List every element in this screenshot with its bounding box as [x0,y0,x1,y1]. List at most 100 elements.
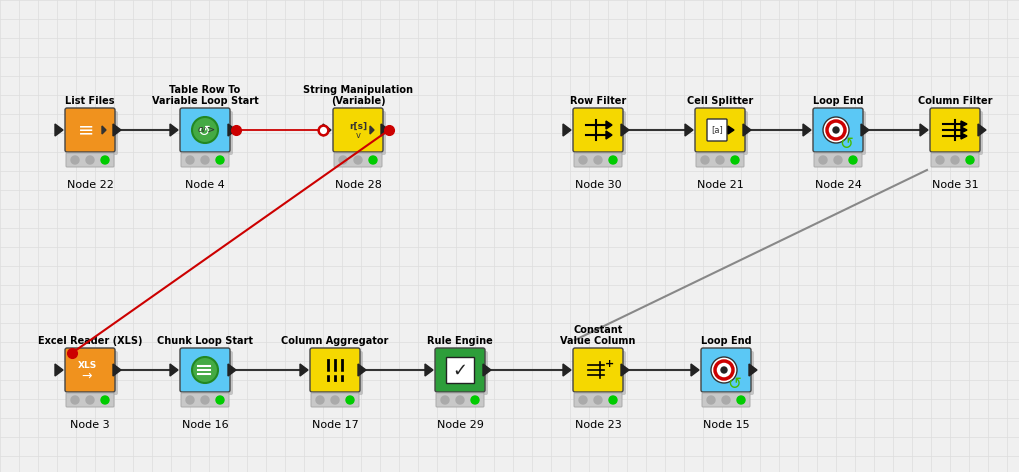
Text: ↺: ↺ [839,135,853,153]
Polygon shape [228,364,236,376]
FancyBboxPatch shape [574,393,622,407]
Polygon shape [370,126,374,134]
FancyBboxPatch shape [181,153,229,167]
Polygon shape [113,124,121,136]
Text: →: → [82,370,93,382]
Text: Variable Loop Start: Variable Loop Start [152,96,259,106]
Circle shape [594,396,602,404]
Circle shape [707,396,715,404]
FancyBboxPatch shape [695,108,745,152]
Polygon shape [102,126,106,134]
Circle shape [331,396,339,404]
Circle shape [737,396,745,404]
Circle shape [951,156,959,164]
Circle shape [216,156,224,164]
Text: Excel Reader (XLS): Excel Reader (XLS) [38,336,143,346]
Polygon shape [323,124,331,136]
Text: ≡: ≡ [77,120,94,140]
Circle shape [316,396,324,404]
Circle shape [579,156,587,164]
Circle shape [716,156,725,164]
Polygon shape [691,364,699,376]
FancyBboxPatch shape [313,351,363,395]
Text: Node 17: Node 17 [312,420,359,430]
Polygon shape [170,364,178,376]
FancyBboxPatch shape [180,108,230,152]
FancyBboxPatch shape [931,153,979,167]
Polygon shape [381,124,389,136]
Polygon shape [606,121,612,129]
Text: Loop End: Loop End [701,336,751,346]
FancyBboxPatch shape [336,111,386,155]
FancyBboxPatch shape [183,111,233,155]
FancyBboxPatch shape [696,153,744,167]
FancyBboxPatch shape [435,348,485,392]
FancyBboxPatch shape [66,393,114,407]
Circle shape [216,396,224,404]
Polygon shape [803,124,811,136]
Polygon shape [728,126,734,134]
FancyBboxPatch shape [573,108,623,152]
Circle shape [819,156,827,164]
Circle shape [101,396,109,404]
Text: Node 4: Node 4 [185,180,225,190]
Text: Node 3: Node 3 [70,420,110,430]
FancyBboxPatch shape [704,351,754,395]
Circle shape [609,396,616,404]
Circle shape [594,156,602,164]
Circle shape [609,156,616,164]
Circle shape [471,396,479,404]
Circle shape [722,396,730,404]
Text: Node 24: Node 24 [814,180,861,190]
FancyBboxPatch shape [707,119,727,141]
Polygon shape [228,124,236,136]
Text: v: v [356,132,361,141]
Text: >: > [207,125,215,135]
Text: ↺: ↺ [198,124,210,138]
Text: Node 22: Node 22 [66,180,113,190]
FancyBboxPatch shape [333,108,383,152]
Circle shape [834,156,842,164]
Polygon shape [861,124,869,136]
Text: Node 28: Node 28 [334,180,381,190]
Polygon shape [621,124,629,136]
Circle shape [731,156,739,164]
FancyBboxPatch shape [576,351,626,395]
Circle shape [346,396,354,404]
FancyBboxPatch shape [66,153,114,167]
FancyBboxPatch shape [813,108,863,152]
Text: Column Filter: Column Filter [918,96,993,106]
Polygon shape [685,124,693,136]
Circle shape [833,127,839,133]
Text: String Manipulation: String Manipulation [303,85,413,95]
Polygon shape [55,124,63,136]
FancyBboxPatch shape [933,111,983,155]
Text: Node 21: Node 21 [697,180,744,190]
FancyBboxPatch shape [68,111,118,155]
FancyBboxPatch shape [180,348,230,392]
Polygon shape [564,364,571,376]
Polygon shape [564,124,571,136]
Text: ✓: ✓ [452,362,468,380]
Polygon shape [961,133,967,139]
Text: XLS: XLS [77,361,97,370]
Polygon shape [170,124,178,136]
Polygon shape [113,364,121,376]
Text: (Variable): (Variable) [331,96,385,106]
Text: Row Filter: Row Filter [570,96,626,106]
Text: Node 16: Node 16 [181,420,228,430]
Circle shape [86,156,94,164]
Text: Cell Splitter: Cell Splitter [687,96,753,106]
Circle shape [192,357,218,383]
Circle shape [823,117,849,143]
Circle shape [455,396,464,404]
FancyBboxPatch shape [68,351,118,395]
FancyBboxPatch shape [698,111,748,155]
Text: Constant: Constant [574,325,623,335]
Text: r[s]: r[s] [348,121,367,130]
Text: ↺: ↺ [728,375,741,393]
Polygon shape [743,124,751,136]
Circle shape [369,156,377,164]
Text: Value Column: Value Column [560,336,636,346]
Text: Node 15: Node 15 [703,420,749,430]
